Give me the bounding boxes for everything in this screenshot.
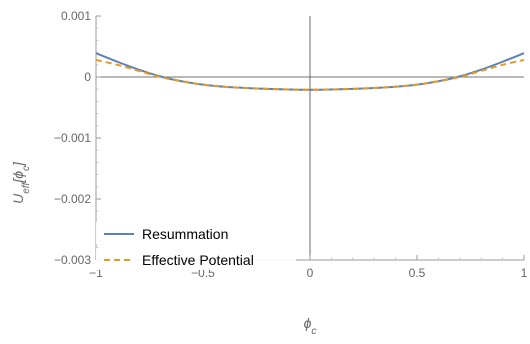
y-tick-label: −0.003 — [54, 253, 91, 267]
y-tick-label: 0 — [84, 70, 91, 84]
x-tick-label: 0 — [307, 266, 314, 280]
legend-label: Resummation — [142, 226, 228, 242]
legend-entry: Resummation — [96, 222, 296, 244]
legend-entry-background — [96, 222, 296, 244]
x-tick-label: 0.5 — [409, 266, 426, 280]
series-line-effective-potential — [95, 58, 525, 91]
y-tick-label: −0.001 — [54, 131, 91, 145]
x-tick-label: 1 — [521, 266, 528, 280]
legend-entry-background — [96, 248, 296, 270]
x-axis-label: ϕc — [304, 315, 317, 337]
y-tick-label: −0.002 — [54, 192, 91, 206]
y-axis-label: Ueff[ϕc] — [10, 161, 32, 204]
y-tick-label: 0.001 — [61, 9, 91, 23]
legend-entry: Effective Potential — [96, 248, 296, 270]
legend-label: Effective Potential — [142, 252, 254, 268]
